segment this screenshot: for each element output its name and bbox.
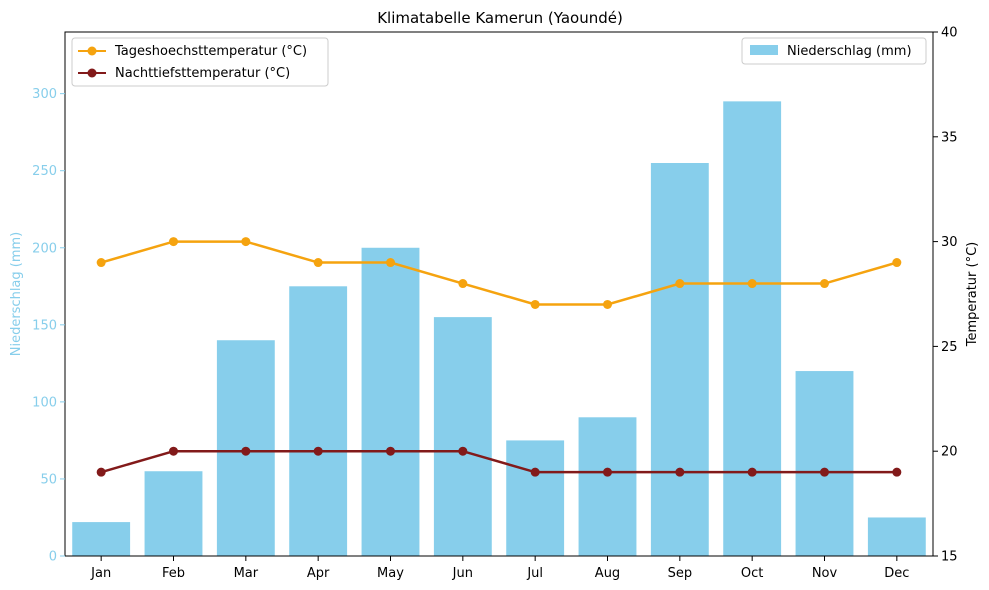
legend-label-max: Tageshoechsttemperatur (°C): [114, 44, 307, 59]
x-tick-label-may: May: [377, 566, 404, 581]
bar-oct: [723, 101, 782, 557]
series-line-1: [100, 449, 897, 474]
x-tick-label-jul: Jul: [526, 566, 543, 581]
point-1-jan: [96, 467, 106, 477]
legend-lines: Tageshoechsttemperatur (°C) Nachttiefstt…: [71, 37, 329, 87]
x-tick-label-dec: Dec: [884, 566, 909, 581]
point-1-sep: [675, 467, 685, 477]
point-0-may: [386, 258, 395, 268]
left-tick-label: 0: [49, 550, 57, 565]
legend-bars-box: [741, 37, 927, 65]
point-0-jun: [458, 279, 468, 289]
point-1-jun: [458, 446, 468, 456]
bar-feb: [144, 471, 203, 556]
bar-jan: [72, 522, 131, 556]
left-tick-label: 200: [32, 241, 57, 256]
x-tick-label-sep: Sep: [668, 566, 693, 581]
lines-layer: [96, 237, 902, 477]
x-tick-label-aug: Aug: [595, 566, 620, 581]
chart-title: Klimatabelle Kamerun (Yaoundé): [377, 9, 623, 27]
left-tick-label: 250: [32, 164, 57, 179]
right-tick-label: 30: [941, 235, 958, 250]
point-1-may: [386, 446, 395, 456]
bar-dec: [867, 517, 926, 556]
legend-label-min: Nachttiefsttemperatur (°C): [115, 66, 290, 81]
left-tick-label: 300: [32, 87, 57, 102]
point-0-sep: [675, 279, 685, 289]
bar-may: [361, 247, 420, 556]
legend-bars: Niederschlag (mm): [741, 37, 927, 65]
bar-jun: [433, 317, 492, 556]
legend-marker-min: [87, 68, 97, 78]
left-axis: 0 50 100 150 200 250 300: [32, 87, 65, 565]
point-0-nov: [820, 279, 829, 289]
bar-apr: [289, 286, 348, 556]
right-tick-label: 20: [941, 445, 958, 460]
x-tick-label-mar: Mar: [234, 566, 259, 581]
left-tick-label: 100: [32, 395, 57, 410]
series-line-0: [100, 240, 898, 306]
bar-sep: [650, 163, 709, 556]
point-1-dec: [892, 467, 902, 477]
right-tick-label: 35: [941, 130, 958, 145]
point-1-nov: [820, 467, 829, 477]
point-0-oct: [747, 279, 757, 289]
right-tick-label: 40: [941, 26, 958, 41]
x-tick-label-oct: Oct: [741, 566, 763, 581]
point-1-aug: [603, 467, 612, 477]
right-axis-label: Temperatur (°C): [965, 242, 980, 348]
left-tick-label: 150: [32, 318, 57, 333]
right-axis: 15 20 25 30 35 40: [933, 26, 958, 565]
point-1-feb: [169, 446, 178, 456]
left-axis-label: Niederschlag (mm): [9, 232, 24, 357]
left-tick-label: 50: [40, 472, 57, 487]
point-0-dec: [892, 258, 902, 268]
point-1-jul: [530, 467, 540, 477]
x-tick-label-jun: Jun: [452, 566, 473, 581]
legend-bar-swatch: [750, 45, 778, 55]
plot-frame: [64, 31, 934, 557]
bar-aug: [578, 417, 637, 556]
legend-lines-box: [71, 37, 329, 87]
x-tick-label-feb: Feb: [162, 566, 185, 581]
bars-layer: [72, 101, 926, 557]
point-0-mar: [241, 237, 251, 247]
point-1-oct: [747, 467, 757, 477]
x-axis: Jan Feb Mar Apr May Jun Jul Aug Sep Oct Nov Dec: [90, 556, 909, 581]
x-tick-label-apr: Apr: [307, 566, 330, 581]
bar-jul: [506, 440, 565, 556]
legend-label-precip: Niederschlag (mm): [787, 44, 912, 59]
x-tick-label-nov: Nov: [812, 566, 838, 581]
bar-nov: [795, 371, 854, 556]
point-0-apr: [313, 258, 323, 268]
x-tick-label-jan: Jan: [90, 566, 111, 581]
point-1-mar: [241, 446, 251, 456]
right-tick-label: 25: [941, 340, 958, 355]
point-0-jan: [96, 258, 106, 268]
point-0-jul: [530, 299, 540, 309]
point-1-apr: [313, 446, 323, 456]
right-tick-label: 15: [941, 550, 958, 565]
point-0-feb: [169, 237, 178, 247]
point-0-aug: [603, 299, 612, 309]
legend-marker-max: [87, 46, 97, 56]
